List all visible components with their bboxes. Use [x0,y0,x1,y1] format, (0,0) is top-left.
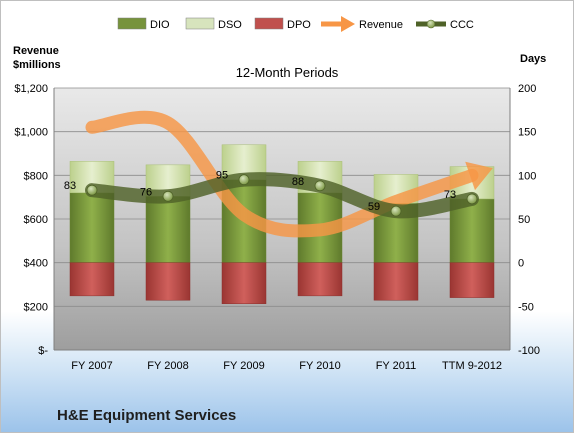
ccc-data-label: 88 [292,176,304,188]
left-tick-label: $1,000 [14,127,48,139]
legend-swatch-ccc-dot [426,19,436,29]
left-tick-label: $- [38,345,48,357]
legend-swatch-revenue-head [341,16,355,32]
legend-label-ccc: CCC [450,19,474,31]
dpo-bar [373,262,419,301]
revenue-line [85,110,479,238]
ccc-point [466,193,478,205]
ccc-data-label: 83 [64,180,76,192]
x-tick-label: FY 2007 [71,360,112,372]
legend-swatch-dio [117,17,147,30]
right-tick-label: -50 [518,301,534,313]
dpo-bar [221,262,267,304]
right-tick-label: -100 [518,345,540,357]
ccc-data-label: 59 [368,201,380,213]
x-tick-label: FY 2010 [299,360,340,372]
legend-label-dio: DIO [150,19,170,31]
ccc-point [238,174,250,186]
x-tick-label: FY 2008 [147,360,188,372]
x-tick-label: TTM 9-2012 [442,360,502,372]
ccc-point [162,190,174,202]
right-tick-label: 150 [518,127,536,139]
left-tick-label: $1,200 [14,83,48,95]
legend-swatch-dpo [254,17,284,30]
ccc-point [86,184,98,196]
ccc-point [314,180,326,192]
ccc-data-label: 76 [140,186,152,198]
company-name: H&E Equipment Services [57,407,237,424]
right-tick-label: 0 [518,258,524,270]
ccc-data-label: 95 [216,170,228,182]
left-tick-label: $400 [24,258,48,270]
dio-bar [145,196,191,263]
right-tick-label: 200 [518,83,536,95]
dio-bar [69,192,115,263]
dpo-bar [449,262,495,298]
right-tick-label: 50 [518,214,530,226]
ccc-line [85,172,479,219]
left-axis-label-line2: $millions [13,59,61,71]
ccc-data-label: 73 [444,189,456,201]
left-tick-label: $200 [24,301,48,313]
dio-bar [449,198,495,263]
legend-label-revenue: Revenue [359,19,403,31]
x-tick-label: FY 2011 [376,360,417,372]
left-axis-label-line1: Revenue [13,45,59,57]
dpo-bar [145,262,191,301]
left-tick-label: $600 [24,214,48,226]
left-tick-label: $800 [24,170,48,182]
right-tick-label: 100 [518,170,536,182]
dpo-bar [297,262,343,297]
right-axis-label: Days [520,53,547,65]
ccc-point [390,205,402,217]
legend-swatch-dso [185,17,215,30]
chart-title: 12-Month Periods [235,65,339,80]
legend-label-dpo: DPO [287,19,311,31]
revenue-arrowhead [465,161,493,191]
x-tick-label: FY 2009 [223,360,264,372]
dpo-bar [69,262,115,297]
legend-label-dso: DSO [218,19,242,31]
